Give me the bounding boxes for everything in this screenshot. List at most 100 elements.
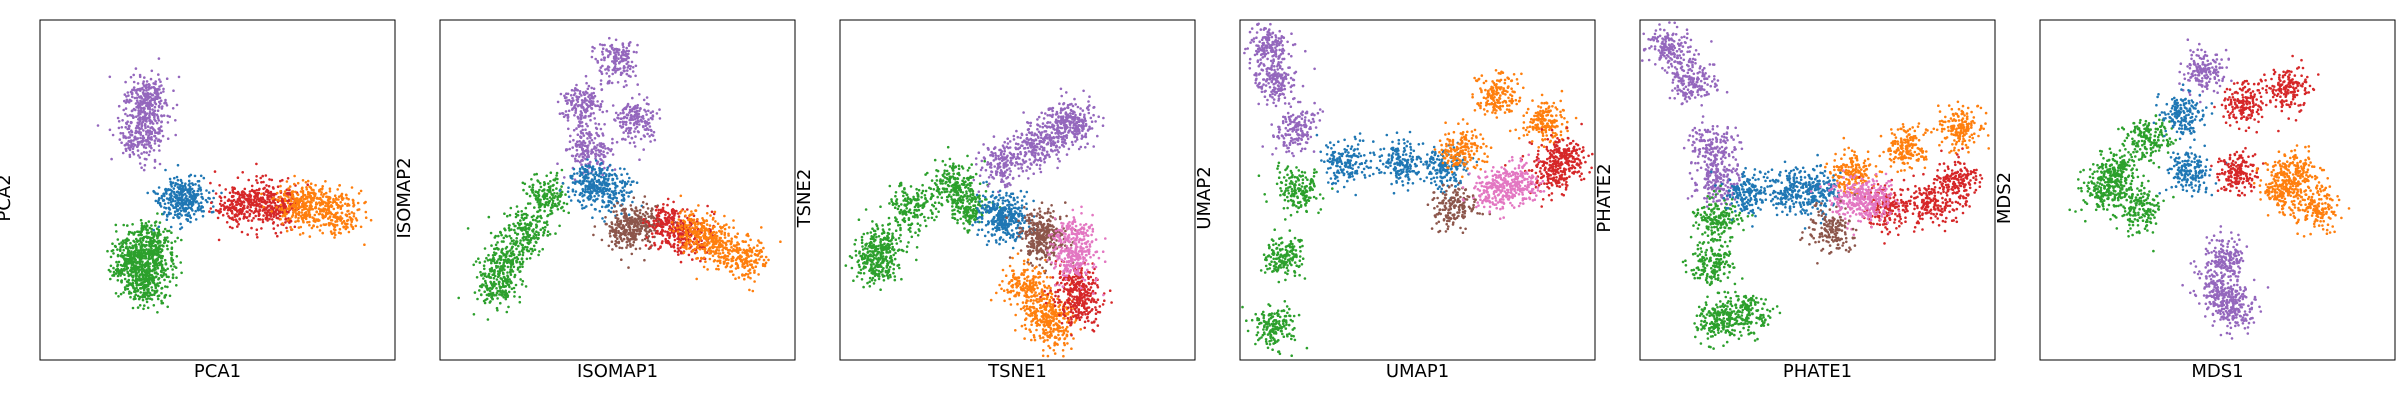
scatter-point-orange — [335, 201, 338, 205]
scatter-point-green — [142, 307, 145, 311]
scatter-point-blue — [175, 175, 179, 179]
scatter-point-red — [274, 231, 278, 235]
scatter-point-green — [145, 224, 149, 227]
scatter-point-orange — [326, 196, 330, 199]
scatter-point-purple — [139, 116, 142, 119]
scatter-point-green — [501, 247, 504, 251]
scatter-point-blue — [603, 171, 606, 175]
scatter-point-green — [168, 229, 171, 233]
scatter-point-red — [276, 185, 280, 188]
scatter-point-green — [537, 231, 540, 235]
scatter-point-green — [474, 260, 478, 263]
scatter-point-purple — [149, 77, 153, 81]
scatter-point-orange — [352, 212, 356, 215]
scatter-point-green — [117, 260, 121, 264]
scatter-point-green — [121, 269, 124, 273]
scatter-point-brown — [605, 222, 608, 226]
scatter-point-purple — [128, 155, 132, 159]
scatter-point-brown — [604, 216, 607, 219]
scatter-point-red — [260, 200, 263, 204]
scatter-point-purple — [578, 155, 581, 158]
scatter-point-orange — [289, 217, 292, 220]
scatter-point-red — [248, 193, 252, 197]
scatter-point-purple — [157, 57, 161, 60]
scatter-point-blue — [174, 200, 177, 203]
scatter-point-purple — [642, 134, 646, 137]
scatter-point-green — [137, 278, 140, 281]
scatter-point-green — [516, 232, 520, 236]
scatter-point-green — [520, 257, 524, 260]
scatter-point-green — [524, 206, 528, 210]
scatter-point-green — [175, 254, 179, 258]
scatter-point-blue — [197, 187, 201, 190]
scatter-point-purple — [643, 108, 646, 112]
scatter-point-brown — [646, 239, 650, 243]
scatter-point-green — [546, 223, 549, 227]
scatter-point-purple — [149, 95, 152, 99]
scatter-point-purple — [637, 115, 640, 119]
scatter-point-green — [534, 240, 538, 244]
scatter-point-red — [233, 215, 237, 218]
scatter-point-purple — [598, 108, 602, 111]
scatter-point-purple — [603, 43, 606, 47]
scatter-point-green — [148, 243, 151, 246]
scatter-point-brown — [617, 229, 620, 233]
scatter-point-purple — [149, 101, 152, 105]
scatter-point-green — [123, 273, 126, 277]
scatter-point-red — [223, 201, 227, 205]
scatter-point-green — [535, 172, 538, 176]
scatter-point-purple — [601, 100, 604, 103]
scatter-point-green — [523, 228, 526, 231]
scatter-point-green — [537, 193, 541, 197]
scatter-point-red — [237, 222, 240, 226]
scatter-point-orange — [306, 213, 310, 217]
scatter-point-green — [162, 271, 166, 275]
scatter-point-orange — [306, 208, 310, 211]
scatter-point-orange — [289, 198, 293, 201]
scatter-point-green — [127, 292, 131, 295]
scatter-point-red — [255, 198, 259, 201]
scatter-point-green — [528, 202, 532, 205]
scatter-point-purple — [592, 91, 595, 95]
scatter-point-purple — [144, 86, 148, 90]
scatter-point-green — [536, 179, 539, 182]
scatter-point-green — [508, 234, 511, 238]
scatter-point-purple — [611, 141, 614, 145]
scatter-point-orange — [316, 219, 320, 223]
scatter-point-purple — [599, 157, 602, 161]
scatter-point-green — [509, 237, 513, 240]
scatter-point-purple — [159, 140, 162, 143]
scatter-point-blue — [620, 199, 624, 202]
scatter-point-purple — [568, 140, 572, 143]
scatter-point-purple — [122, 108, 125, 112]
scatter-point-green — [133, 231, 137, 234]
scatter-point-green — [152, 281, 156, 285]
scatter-point-purple — [594, 149, 598, 152]
scatter-point-brown — [629, 231, 632, 234]
scatter-point-purple — [168, 115, 171, 118]
scatter-point-green — [514, 231, 517, 234]
scatter-point-green — [153, 289, 156, 293]
scatter-point-red — [226, 212, 229, 215]
scatter-point-orange — [304, 181, 308, 184]
scatter-point-purple — [621, 43, 625, 47]
scatter-point-purple — [118, 138, 122, 141]
scatter-point-purple — [597, 122, 601, 126]
scatter-point-brown — [609, 234, 612, 238]
scatter-point-green — [166, 285, 169, 289]
scatter-point-green — [157, 278, 160, 281]
scatter-point-red — [240, 193, 243, 197]
scatter-point-green — [528, 257, 532, 260]
scatter-point-green — [499, 231, 502, 235]
scatter-point-purple — [153, 139, 157, 142]
scatter-point-orange — [300, 211, 304, 214]
scatter-point-red — [673, 238, 677, 242]
scatter-point-purple — [566, 92, 570, 96]
scatter-points — [96, 57, 373, 314]
scatter-point-green — [116, 274, 120, 278]
scatter-point-green — [143, 293, 146, 296]
scatter-point-purple — [567, 109, 571, 113]
scatter-point-blue — [172, 206, 175, 210]
scatter-point-green — [140, 270, 144, 274]
scatter-point-purple — [136, 145, 139, 148]
